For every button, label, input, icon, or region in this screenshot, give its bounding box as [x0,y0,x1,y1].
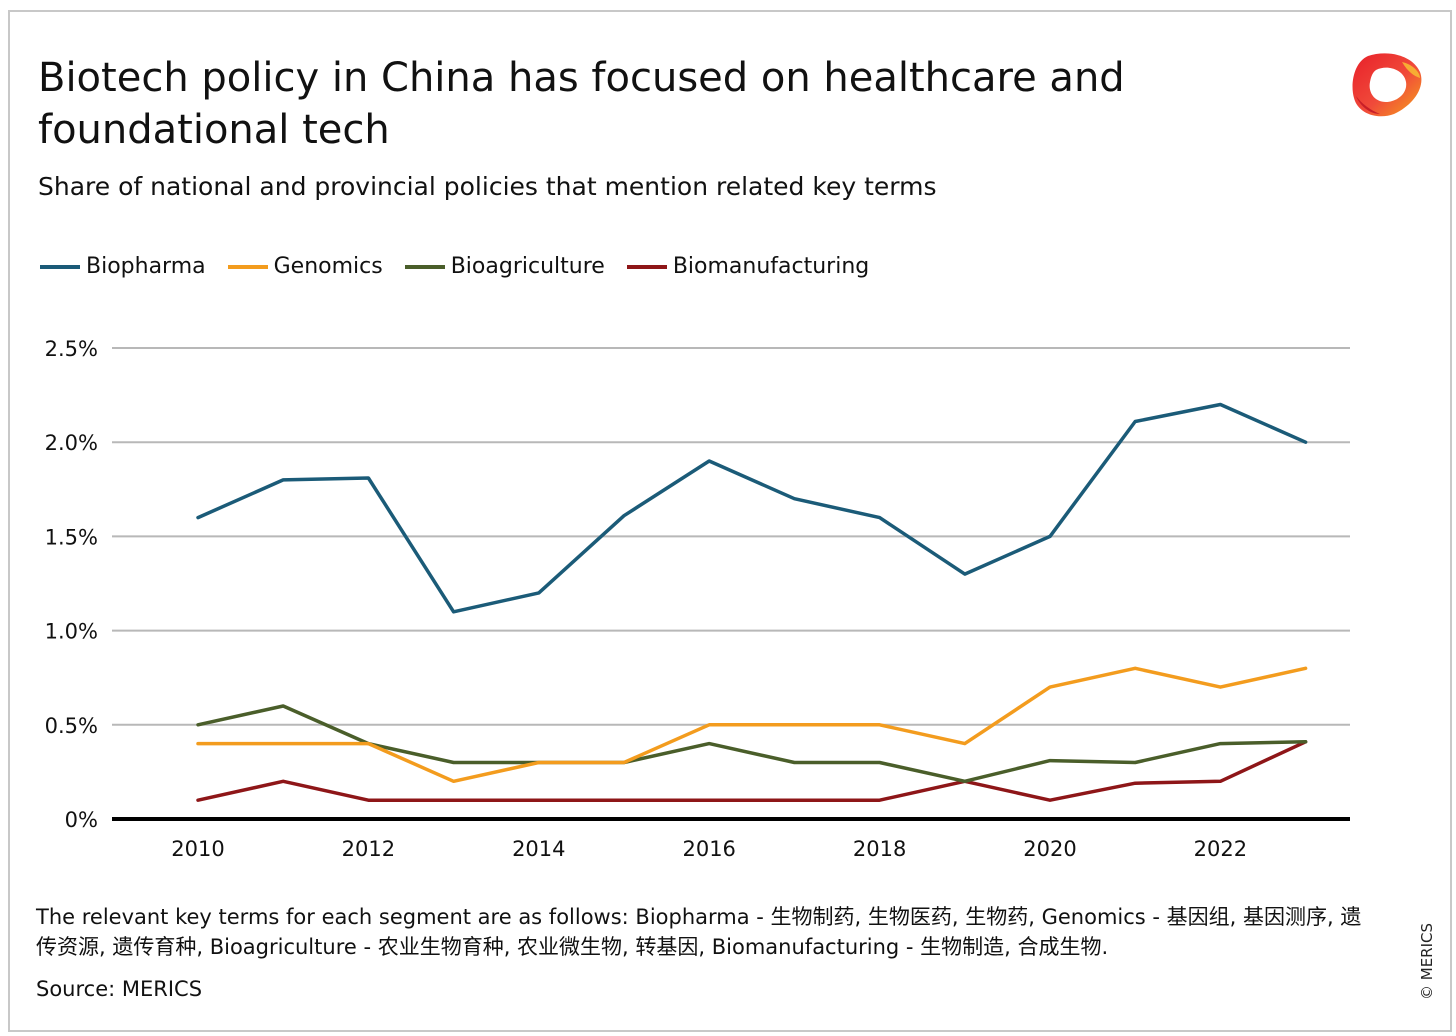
x-tick-label: 2010 [171,837,224,861]
legend-swatch-biomanufacturing [626,265,667,269]
y-tick-label: 2.5% [45,337,98,361]
key-terms-note: The relevant key terms for each segment … [36,905,1362,959]
x-tick-label: 2012 [342,837,395,861]
legend-label-genomics: Genomics [273,254,383,279]
x-tick-label: 2022 [1194,837,1247,861]
y-tick-label: 1.0% [45,620,98,644]
series-line-biopharma [196,402,1308,614]
legend-label-biomanufacturing: Biomanufacturing [672,254,870,279]
y-tick-label: 0% [65,808,98,832]
merics-logo-icon [1352,53,1422,117]
copyright-label: © MERICS [1418,922,1436,1000]
legend-swatch-biopharma [40,265,80,269]
chart-frame [8,10,1452,1032]
chart-title: Biotech policy in China has focused on h… [38,55,1125,153]
y-tick-label: 2.0% [45,431,98,455]
x-tick-label: 2018 [853,837,906,861]
legend-item-genomics: Genomics [227,252,383,282]
legend-item-biomanufacturing: Biomanufacturing [626,252,870,282]
x-tick-label: 2014 [512,837,565,861]
legend-swatch-bioagriculture [404,265,445,269]
legend-swatch-genomics [227,265,268,269]
series-line-bioagriculture [196,704,1308,784]
source-note: Source: MERICS [36,977,203,1001]
y-tick-label: 1.5% [45,525,98,549]
series-line-biomanufacturing [196,740,1308,802]
legend-label-biopharma: Biopharma [86,254,206,279]
chart-legend: Biopharma Genomics Bioagriculture Bioman… [40,252,891,282]
x-tick-label: 2020 [1023,837,1076,861]
x-tick-label: 2016 [682,837,735,861]
legend-item-bioagriculture: Bioagriculture [404,252,605,282]
y-tick-label: 0.5% [45,714,98,738]
legend-item-biopharma: Biopharma [40,252,206,282]
series-line-genomics [196,666,1308,784]
chart-subtitle: Share of national and provincial policie… [38,172,937,201]
legend-label-bioagriculture: Bioagriculture [450,254,605,279]
